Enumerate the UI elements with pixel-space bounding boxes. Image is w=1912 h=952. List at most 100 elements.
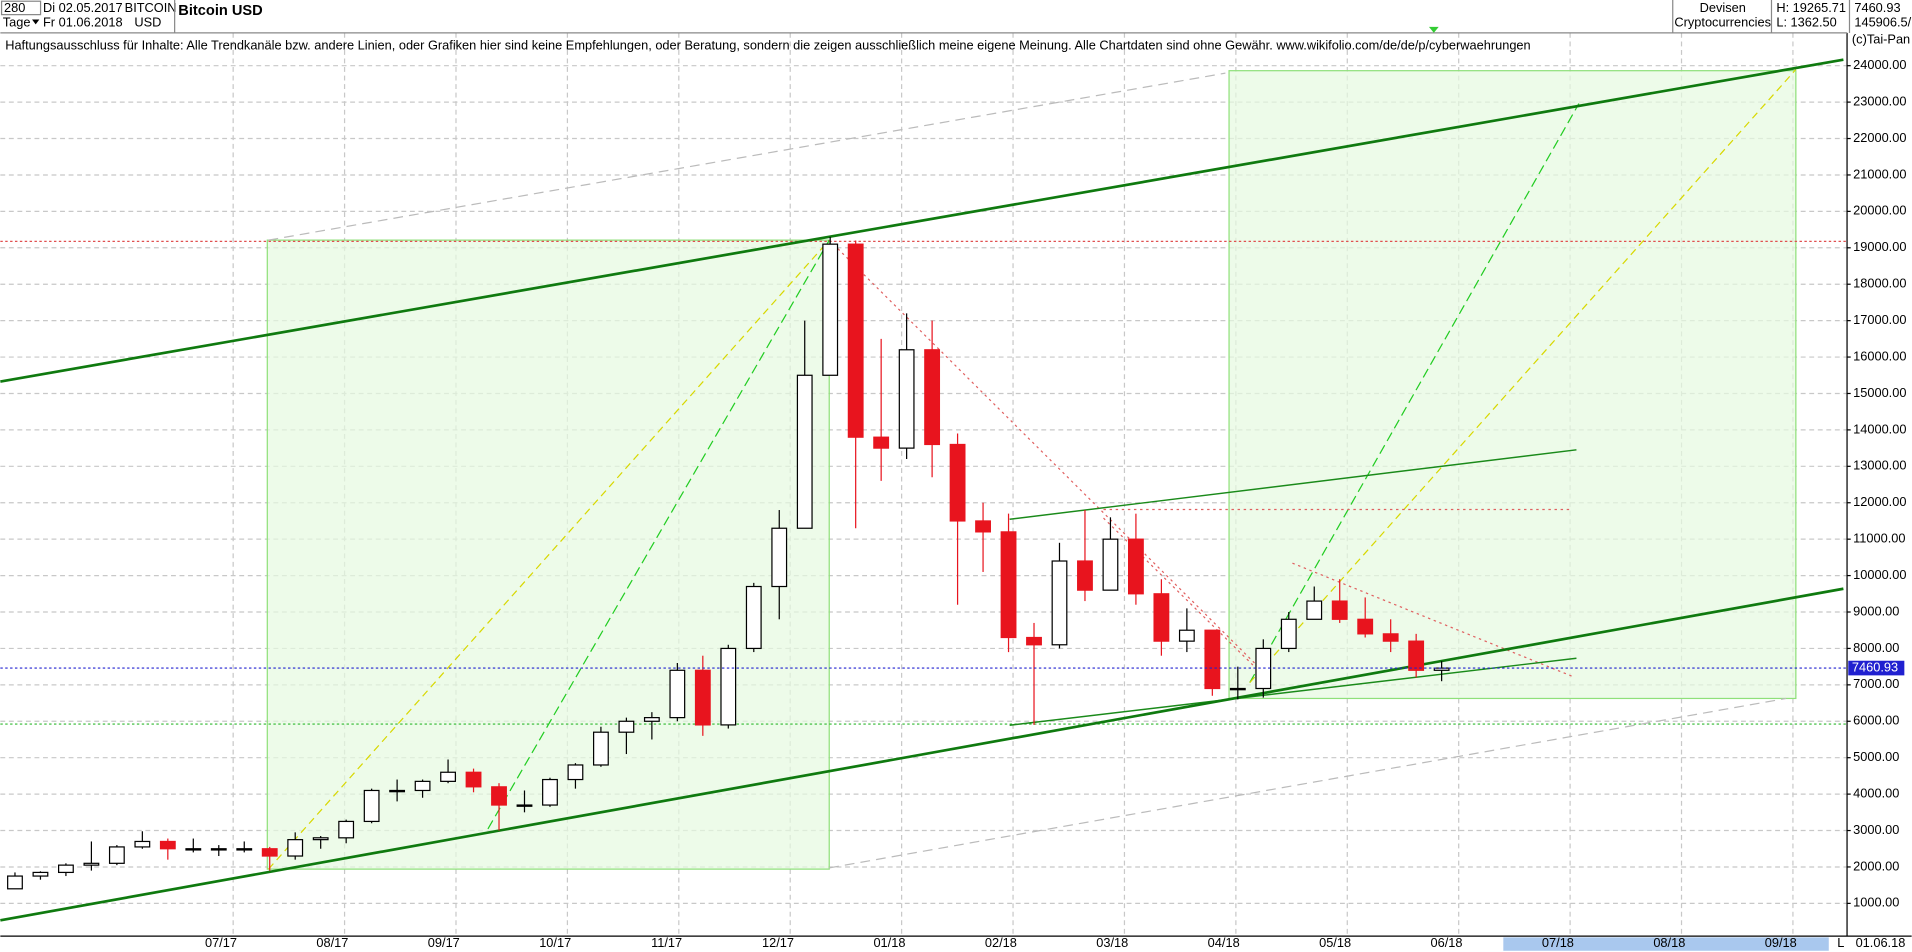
start-date: Di 02.05.2017	[43, 0, 123, 15]
candle-body	[898, 349, 915, 449]
candle-body	[720, 647, 737, 726]
x-tick-label: 04/18	[1208, 935, 1240, 950]
trend-line	[1103, 517, 1257, 669]
currency: USD	[134, 15, 161, 30]
y-tick-label: 8000.00	[1853, 640, 1899, 655]
y-tick-label: 19000.00	[1853, 239, 1906, 254]
candle-body	[1229, 687, 1246, 691]
candle-body	[847, 243, 864, 438]
period-box[interactable]	[0, 0, 42, 16]
x-tick-label: 03/18	[1096, 935, 1128, 950]
candle-body	[236, 848, 253, 851]
x-tick-label: 10/17	[539, 935, 571, 950]
y-tick-label: 17000.00	[1853, 312, 1906, 327]
x-tick-label: 12/17	[762, 935, 794, 950]
candle-body	[338, 820, 355, 839]
y-tick-label: 24000.00	[1853, 57, 1906, 72]
x-tick-label: 05/18	[1319, 935, 1351, 950]
x-tick-label: 08/17	[316, 935, 348, 950]
last: 7460.93	[1854, 0, 1900, 15]
candle-body	[1178, 629, 1195, 642]
y-tick-label: 13000.00	[1853, 458, 1906, 473]
scale-mode[interactable]: L	[1837, 935, 1844, 950]
marker-icon	[1428, 26, 1439, 33]
candle-body	[287, 839, 304, 857]
candle-body	[363, 789, 380, 823]
last-price-label: 7460.93	[1852, 659, 1898, 674]
trend-line	[487, 239, 830, 830]
y-tick-label: 12000.00	[1853, 494, 1906, 509]
y-tick-label: 9000.00	[1853, 603, 1899, 618]
y-tick-label: 21000.00	[1853, 166, 1906, 181]
candle-body	[796, 374, 813, 529]
trend-line	[1009, 449, 1577, 520]
candle-body	[592, 731, 609, 766]
period: 280	[4, 0, 25, 15]
candle-body	[57, 864, 74, 874]
candle-body	[745, 585, 762, 650]
y-tick-label: 18000.00	[1853, 276, 1906, 291]
candle-body	[1433, 667, 1450, 671]
candle-body	[108, 846, 125, 864]
unit[interactable]: Tage	[3, 15, 31, 30]
trend-line	[829, 697, 1787, 869]
last-price-box	[1848, 660, 1905, 676]
y-tick-label: 7000.00	[1853, 676, 1899, 691]
x-tick-label: 02/18	[985, 935, 1017, 950]
candle-body	[516, 804, 533, 807]
candle-body	[1306, 600, 1323, 620]
candle-body	[1408, 640, 1425, 671]
y-tick-label: 15000.00	[1853, 385, 1906, 400]
candle-body	[7, 875, 23, 890]
candle-body	[949, 443, 966, 522]
trend-line	[828, 239, 1257, 665]
x-tick-label: 06/18	[1431, 935, 1463, 950]
candle-body	[1102, 538, 1119, 591]
candle-body	[261, 848, 278, 857]
channel-lower	[0, 587, 1844, 922]
high: H: 19265.71	[1776, 0, 1846, 15]
trend-line	[1249, 103, 1580, 683]
y-tick-label: 3000.00	[1853, 822, 1899, 837]
candle-body	[1127, 538, 1144, 595]
x-tick-label: 07/18	[1542, 935, 1574, 950]
candle-body	[465, 771, 482, 788]
candle-body	[491, 786, 507, 806]
candle-body	[669, 669, 686, 719]
y-tick-label: 2000.00	[1853, 858, 1899, 873]
candle-body	[643, 717, 660, 722]
disclaimer: Haftungsausschluss für Inhalte: Alle Tre…	[5, 38, 1530, 53]
group: Devisen	[1700, 0, 1746, 15]
y-tick-label: 16000.00	[1853, 348, 1906, 363]
y-tick-label: 6000.00	[1853, 713, 1899, 728]
candle-body	[1331, 600, 1348, 620]
candle-body	[542, 778, 558, 806]
candle-body	[873, 436, 890, 449]
candle-body	[1153, 593, 1170, 642]
candle-body	[312, 837, 329, 841]
candle-body	[32, 871, 49, 877]
y-tick-label: 11000.00	[1853, 531, 1905, 546]
x-tick-label: 01/18	[873, 935, 905, 950]
trend-line	[1009, 657, 1577, 727]
volume: 145906.5/	[1854, 15, 1911, 30]
candle-body	[1357, 618, 1374, 635]
candle-body	[567, 764, 584, 781]
candle-body	[1077, 560, 1093, 591]
x-tick-label: 09/17	[428, 935, 460, 950]
low: L: 1362.50	[1776, 15, 1836, 30]
annotation-box	[1228, 70, 1797, 700]
dropdown-icon	[32, 19, 40, 25]
y-tick-label: 5000.00	[1853, 749, 1899, 764]
end-date: Fr 01.06.2018	[43, 15, 123, 30]
symbol: BITCOIN	[125, 0, 177, 15]
candle-body	[1382, 633, 1399, 642]
candle-body	[1280, 618, 1297, 650]
candle-body	[389, 789, 406, 793]
candle-body	[83, 862, 100, 866]
y-tick-label: 4000.00	[1853, 785, 1899, 800]
candle-body	[414, 780, 431, 792]
candle-body	[771, 527, 788, 588]
